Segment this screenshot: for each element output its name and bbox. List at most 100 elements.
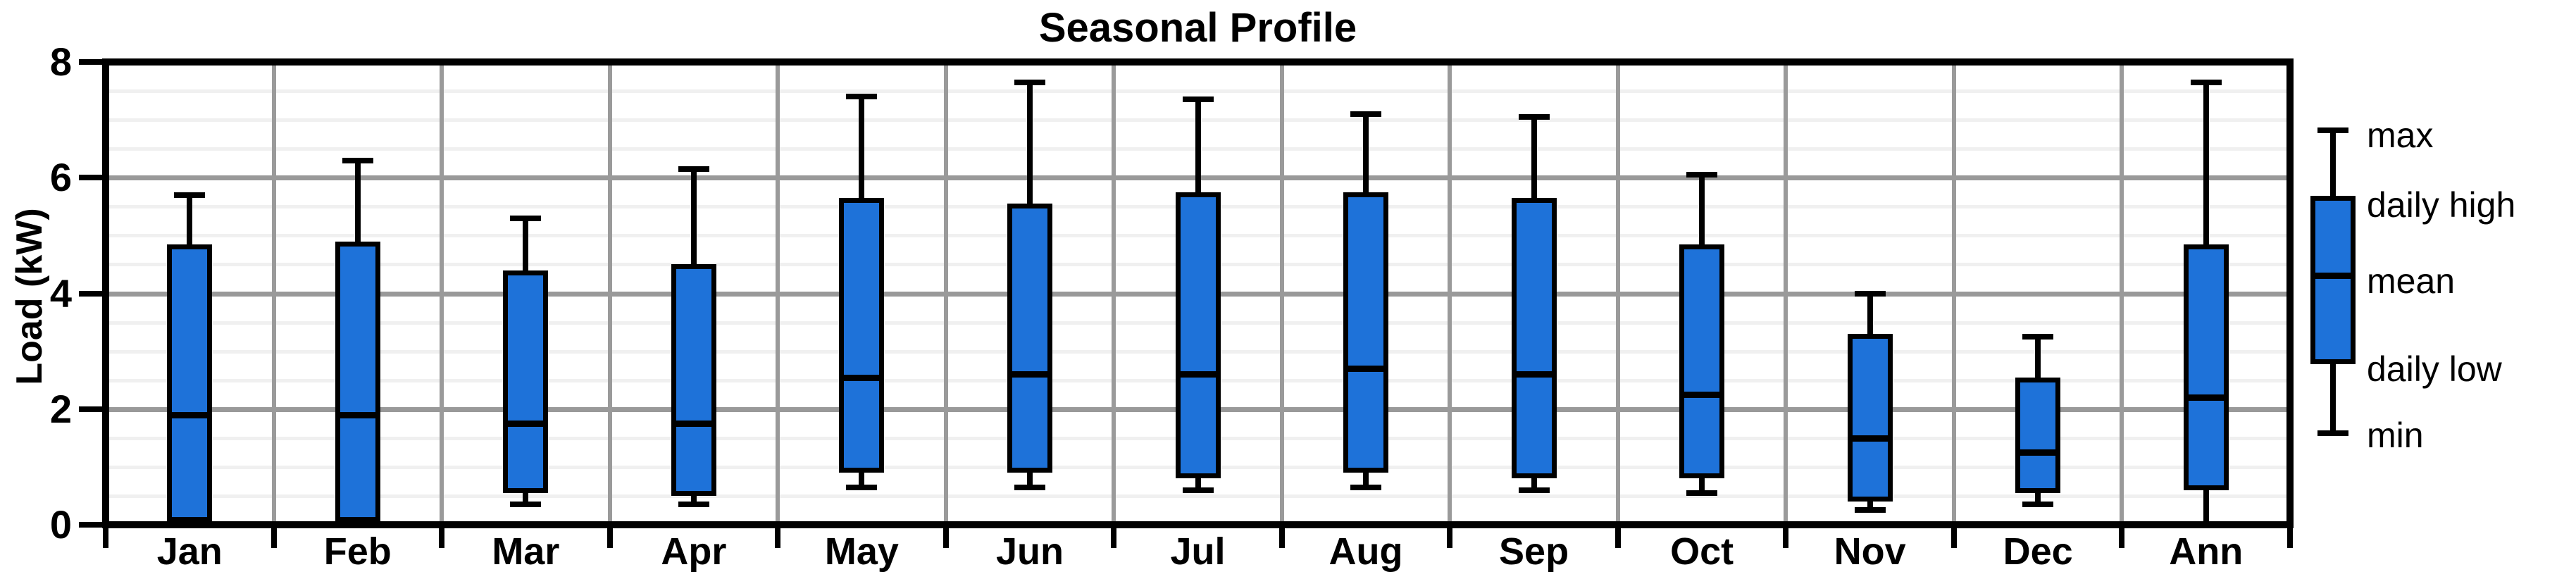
- upper-whisker-line: [1531, 117, 1537, 198]
- month-separator: [1784, 62, 1788, 525]
- y-tick: [79, 290, 102, 297]
- mean-line: [1511, 371, 1557, 378]
- box-body: [1511, 197, 1557, 479]
- lower-whisker-line: [2203, 490, 2209, 525]
- month-separator: [1448, 62, 1452, 525]
- x-tick: [942, 528, 949, 548]
- legend-label-max: max: [2367, 116, 2434, 155]
- mean-line: [1847, 435, 1893, 442]
- legend-max-cap: [2317, 127, 2348, 133]
- upper-whisker-line: [1026, 82, 1033, 204]
- upper-whisker-line: [690, 168, 697, 265]
- x-tick-label-apr: Apr: [661, 530, 727, 573]
- legend-label-mean: mean: [2367, 261, 2456, 301]
- y-tick-label: 2: [49, 386, 72, 431]
- x-tick-label-dec: Dec: [2003, 530, 2073, 573]
- box-body: [167, 244, 213, 522]
- max-whisker-cap: [1518, 114, 1550, 120]
- x-tick-label-jul: Jul: [1170, 530, 1226, 573]
- max-whisker-cap: [2022, 334, 2054, 340]
- x-tick-label-jun: Jun: [995, 530, 1064, 573]
- box-body: [503, 270, 549, 493]
- box-body: [671, 264, 716, 496]
- x-tick: [775, 528, 781, 548]
- box-body: [2015, 377, 2061, 493]
- x-tick: [1111, 528, 1117, 548]
- max-whisker-cap: [2190, 79, 2222, 85]
- x-tick: [1447, 528, 1453, 548]
- x-tick: [1783, 528, 1789, 548]
- x-tick: [606, 528, 613, 548]
- legend-upper-whisker: [2330, 130, 2336, 196]
- min-whisker-cap: [1518, 487, 1550, 493]
- mean-line: [2183, 394, 2229, 401]
- x-tick-label-mar: Mar: [492, 530, 560, 573]
- lower-whisker-line: [523, 492, 529, 505]
- x-tick: [103, 528, 108, 548]
- mean-line: [671, 421, 716, 428]
- chart-title: Seasonal Profile: [1038, 5, 1357, 51]
- upper-whisker-line: [354, 160, 361, 242]
- upper-whisker-line: [523, 218, 529, 270]
- min-whisker-cap: [678, 502, 709, 508]
- month-separator: [607, 62, 612, 525]
- box-body: [1175, 192, 1221, 479]
- x-tick-label-aug: Aug: [1329, 530, 1403, 573]
- legend-label-min: min: [2367, 416, 2424, 455]
- y-tick: [79, 522, 102, 528]
- box-body: [839, 197, 885, 473]
- lower-whisker-line: [859, 473, 865, 487]
- upper-whisker-line: [2035, 337, 2041, 378]
- box-body: [1343, 192, 1389, 473]
- upper-whisker-line: [1195, 99, 1201, 192]
- month-separator: [1951, 62, 1956, 525]
- axis-frame: [102, 58, 2294, 528]
- upper-whisker-line: [859, 96, 865, 198]
- month-separator: [1279, 62, 1284, 525]
- upper-whisker-line: [1867, 293, 1873, 334]
- lower-whisker-line: [2035, 492, 2041, 505]
- month-separator: [1615, 62, 1620, 525]
- lower-whisker-line: [1867, 502, 1873, 511]
- lower-whisker-line: [1363, 473, 1369, 487]
- upper-whisker-line: [1699, 175, 1705, 244]
- max-whisker-cap: [342, 157, 373, 163]
- month-separator: [271, 62, 276, 525]
- min-whisker-cap: [1350, 484, 1382, 490]
- lower-whisker-line: [1531, 478, 1537, 490]
- x-tick: [1614, 528, 1621, 548]
- x-tick-label-feb: Feb: [323, 530, 392, 573]
- box-body: [1007, 204, 1052, 473]
- legend-mean-line: [2310, 273, 2356, 279]
- mean-line: [1007, 371, 1052, 378]
- max-whisker-cap: [510, 215, 542, 221]
- upper-whisker-line: [1363, 113, 1369, 192]
- y-tick: [79, 59, 102, 65]
- x-tick: [270, 528, 277, 548]
- x-tick-label-sep: Sep: [1499, 530, 1569, 573]
- grid-line-minor: [106, 494, 2290, 498]
- month-separator: [943, 62, 948, 525]
- upper-whisker-line: [2203, 82, 2209, 244]
- mean-line: [335, 411, 380, 418]
- y-tick-label: 6: [49, 155, 72, 200]
- lower-whisker-line: [690, 495, 697, 505]
- mean-line: [167, 411, 213, 418]
- x-tick: [2119, 528, 2125, 548]
- mean-line: [1175, 371, 1221, 378]
- month-separator: [440, 62, 444, 525]
- min-whisker-cap: [1182, 487, 1214, 493]
- min-whisker-cap: [510, 502, 542, 508]
- box-body: [335, 241, 380, 522]
- min-whisker-cap: [1686, 490, 1718, 496]
- mean-line: [1679, 392, 1725, 399]
- legend-min-cap: [2317, 430, 2348, 436]
- min-whisker-cap: [846, 484, 878, 490]
- x-tick: [439, 528, 445, 548]
- x-tick: [1278, 528, 1285, 548]
- max-whisker-cap: [678, 166, 709, 172]
- x-tick: [2287, 528, 2293, 548]
- mean-line: [1343, 366, 1389, 373]
- lower-whisker-line: [1699, 478, 1705, 493]
- max-whisker-cap: [1350, 111, 1382, 117]
